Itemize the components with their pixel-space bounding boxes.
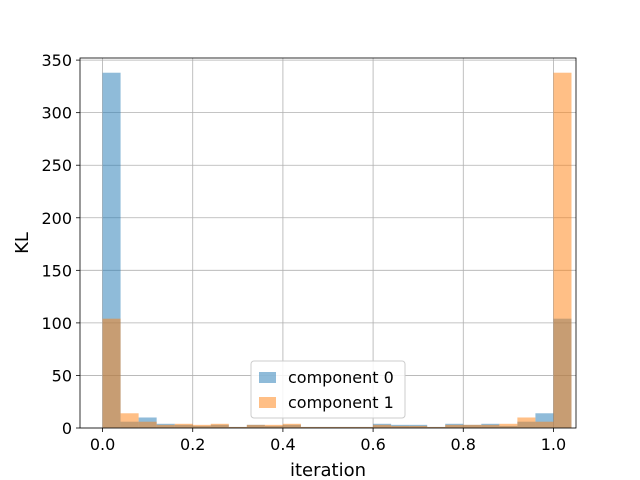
bar-series-1-bin-5: [192, 424, 211, 428]
y-tick-label: 300: [41, 104, 72, 123]
bar-series-1-bin-6: [210, 423, 229, 428]
bar-series-1-bin-18: [427, 426, 446, 428]
bar-series-1-bin-1: [120, 413, 139, 428]
grid-lines: [80, 58, 576, 429]
bar-series-1-bin-15: [373, 424, 392, 428]
bar-series-1-bin-21: [481, 424, 500, 428]
y-axis-ticks: 0 50 100 150 200 250 300 350: [41, 51, 80, 438]
legend: component 0 component 1: [250, 360, 406, 419]
x-tick-label: 1.0: [541, 435, 566, 454]
y-axis-label: KL: [12, 232, 33, 254]
y-tick-label: 100: [41, 314, 72, 333]
bar-series-1-bin-25: [553, 72, 572, 428]
x-axis-ticks: 0.0 0.2 0.4 0.6 0.8 1.0: [90, 428, 566, 454]
legend-label-0: component 0: [288, 368, 394, 387]
y-tick-label: 50: [52, 366, 72, 385]
bar-series-1-bin-23: [517, 417, 536, 428]
x-tick-label: 0.4: [270, 435, 295, 454]
bar-series-1-bin-8: [246, 424, 265, 428]
bar-series-1-bin-4: [174, 423, 193, 428]
y-tick-label: 0: [62, 419, 72, 438]
bar-series-1-bin-0: [102, 318, 121, 428]
bar-series-1-bin-14: [355, 426, 374, 428]
bar-series-1-bin-3: [156, 424, 175, 428]
plot-frame: [79, 57, 577, 429]
y-tick-label: 350: [41, 51, 72, 70]
bar-series-1-bin-2: [138, 421, 157, 428]
bar-series-1-bin-13: [337, 426, 356, 428]
x-axis-label: iteration: [290, 460, 366, 480]
x-tick-label: 0.2: [180, 435, 205, 454]
legend-box: [250, 360, 406, 419]
bar-series-1-bin-19: [445, 424, 464, 428]
bar-series-1-bin-17: [409, 425, 428, 428]
bar-series-1-bin-11: [300, 426, 319, 428]
series-1: [102, 72, 572, 428]
bar-series-1-bin-22: [499, 423, 518, 428]
x-tick-label: 0.6: [360, 435, 385, 454]
y-tick-label: 150: [41, 261, 72, 280]
bar-series-1-bin-10: [282, 423, 301, 428]
x-tick-label: 0.8: [451, 435, 476, 454]
legend-label-1: component 1: [288, 393, 394, 412]
bars: [102, 72, 572, 428]
legend-swatch-0: [259, 372, 276, 383]
bar-series-1-bin-16: [391, 425, 410, 428]
bar-series-1-bin-9: [264, 424, 283, 428]
x-tick-label: 0.0: [90, 435, 115, 454]
y-tick-label: 200: [41, 209, 72, 228]
bar-series-1-bin-12: [318, 426, 338, 428]
bar-series-1-bin-20: [463, 424, 482, 428]
legend-swatch-1: [259, 397, 276, 408]
bar-series-1-bin-24: [535, 421, 554, 428]
y-tick-label: 250: [41, 156, 72, 175]
bar-series-1-bin-7: [228, 426, 247, 428]
